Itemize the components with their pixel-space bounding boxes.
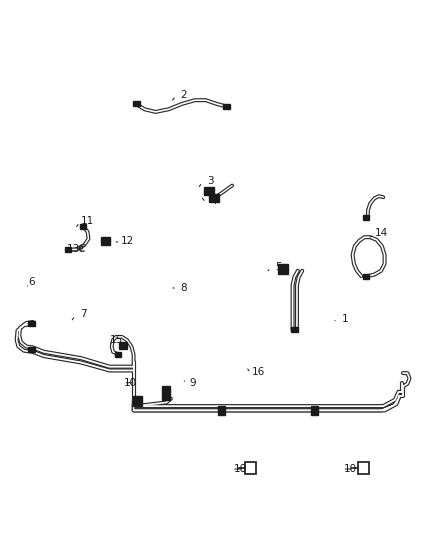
Text: €: €	[77, 245, 85, 254]
Bar	[65, 247, 71, 252]
FancyBboxPatch shape	[102, 237, 110, 245]
Bar	[223, 104, 230, 109]
FancyBboxPatch shape	[134, 396, 142, 406]
Bar	[363, 215, 369, 220]
Bar	[358, 462, 369, 474]
Text: 9: 9	[189, 378, 196, 387]
Text: 5: 5	[275, 262, 282, 271]
Text: 10: 10	[124, 378, 137, 387]
Text: 12: 12	[121, 236, 134, 246]
Text: 16: 16	[252, 367, 265, 377]
FancyBboxPatch shape	[278, 264, 287, 274]
Text: 10: 10	[233, 464, 247, 474]
Text: 14: 14	[375, 229, 389, 238]
Bar	[80, 224, 86, 229]
Text: 3: 3	[207, 176, 214, 186]
Text: 8: 8	[180, 283, 187, 293]
FancyBboxPatch shape	[311, 406, 318, 415]
FancyBboxPatch shape	[209, 194, 219, 203]
Text: 15: 15	[110, 335, 123, 345]
Text: 7: 7	[80, 310, 87, 319]
Text: 4: 4	[210, 197, 217, 206]
Bar	[115, 352, 121, 357]
Bar	[28, 346, 35, 352]
Text: 1: 1	[342, 314, 349, 324]
Bar	[28, 321, 35, 326]
Text: 13: 13	[67, 245, 80, 254]
Text: 10: 10	[344, 464, 357, 474]
Bar	[133, 101, 140, 107]
Text: 6: 6	[28, 278, 35, 287]
FancyBboxPatch shape	[119, 342, 127, 349]
FancyBboxPatch shape	[162, 386, 170, 400]
Bar	[363, 273, 369, 279]
FancyBboxPatch shape	[205, 187, 214, 195]
Text: 2: 2	[180, 90, 187, 100]
Bar	[291, 327, 298, 332]
Text: 11: 11	[81, 216, 94, 226]
FancyBboxPatch shape	[218, 406, 225, 415]
Bar	[245, 462, 256, 474]
